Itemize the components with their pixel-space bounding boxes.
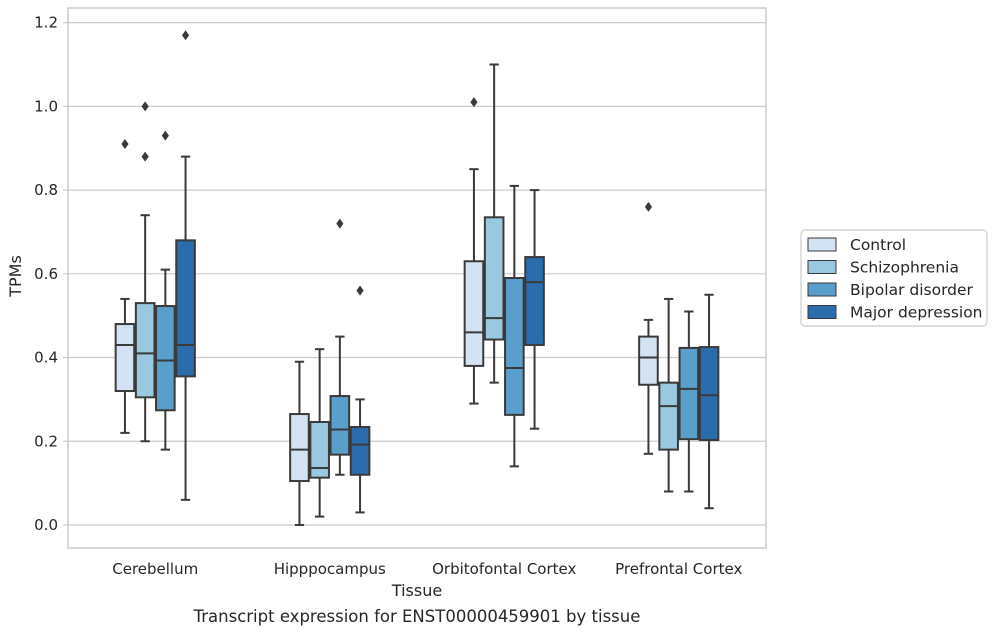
box-bipolar-disorder	[678, 310, 700, 493]
box-bipolar-disorder	[155, 130, 176, 451]
y-tick-label: 0.8	[34, 181, 58, 199]
box-iqr	[349, 426, 371, 476]
box-iqr	[658, 381, 679, 451]
box-iqr	[175, 239, 196, 378]
legend: Control Schizophrenia Bipolar disorder Majo…	[800, 229, 988, 327]
outlier-point	[161, 130, 169, 141]
box-iqr	[309, 421, 330, 479]
box-schizophrenia	[658, 297, 679, 493]
box-bipolar-disorder	[504, 184, 525, 468]
x-tick-label: Hipppocampus	[274, 560, 386, 578]
outlier-point	[141, 151, 149, 162]
y-tick-label: 0.0	[34, 516, 58, 534]
chart-caption: Transcript expression for ENST0000045990…	[193, 607, 641, 626]
box-major-depression	[349, 285, 371, 514]
box-schizophrenia	[134, 101, 156, 443]
box-iqr	[134, 302, 156, 399]
y-axis-label: TPMs	[6, 255, 25, 298]
legend-swatch	[807, 237, 837, 252]
legend-label: Bipolar disorder	[850, 281, 974, 299]
box-iqr	[504, 277, 525, 416]
y-tick-label: 0.6	[34, 265, 58, 283]
legend-swatch	[807, 282, 837, 297]
box-iqr	[698, 346, 720, 441]
box-schizophrenia	[309, 348, 330, 518]
box-iqr	[329, 395, 351, 456]
box-schizophrenia	[483, 63, 505, 384]
legend-swatch	[807, 260, 837, 274]
outlier-point	[470, 97, 478, 108]
outlier-point	[141, 101, 149, 112]
box-iqr	[114, 323, 136, 393]
x-tick-label: Prefrontal Cortex	[615, 560, 742, 578]
box-iqr	[483, 216, 505, 341]
x-axis-ticks: Cerebellum Hipppocampus Orbitofontal Corte…	[112, 560, 742, 578]
box-control	[114, 139, 136, 434]
box-iqr	[638, 335, 659, 386]
x-tick-label: Cerebellum	[112, 560, 198, 578]
legend-label: Major depression	[850, 304, 983, 322]
plot-frame	[67, 7, 767, 549]
x-axis-label: Tissue	[391, 581, 442, 600]
y-tick-label: 0.4	[34, 349, 58, 367]
box-iqr	[463, 260, 485, 367]
outlier-point	[356, 285, 364, 296]
y-tick-label: 1.2	[34, 14, 58, 32]
box-control	[289, 360, 310, 526]
outlier-point	[121, 139, 129, 150]
box-iqr	[155, 305, 176, 412]
outlier-point	[336, 218, 344, 229]
outlier-point	[181, 30, 190, 41]
box-major-depression	[175, 30, 196, 501]
box-bipolar-disorder	[329, 218, 351, 476]
box-control	[638, 201, 659, 455]
box-control	[463, 97, 485, 405]
legend-label: Control	[850, 236, 906, 254]
legend-swatch	[807, 305, 837, 319]
y-tick-label: 1.0	[34, 97, 58, 115]
box-major-depression	[698, 293, 720, 510]
y-tick-label: 0.2	[34, 432, 58, 450]
legend-label: Schizophrenia	[850, 259, 959, 277]
box-major-depression	[524, 189, 545, 430]
box-series	[114, 30, 720, 526]
legend-frame	[800, 229, 988, 327]
box-iqr	[524, 256, 545, 346]
box-iqr	[289, 413, 310, 483]
outlier-point	[644, 201, 653, 212]
y-axis-ticks: 0.0 0.2 0.4 0.6 0.8 1.0 1.2	[34, 14, 68, 534]
plot-border	[67, 7, 767, 549]
x-tick-label: Orbitofontal Cortex	[432, 560, 576, 578]
box-iqr	[678, 346, 700, 441]
